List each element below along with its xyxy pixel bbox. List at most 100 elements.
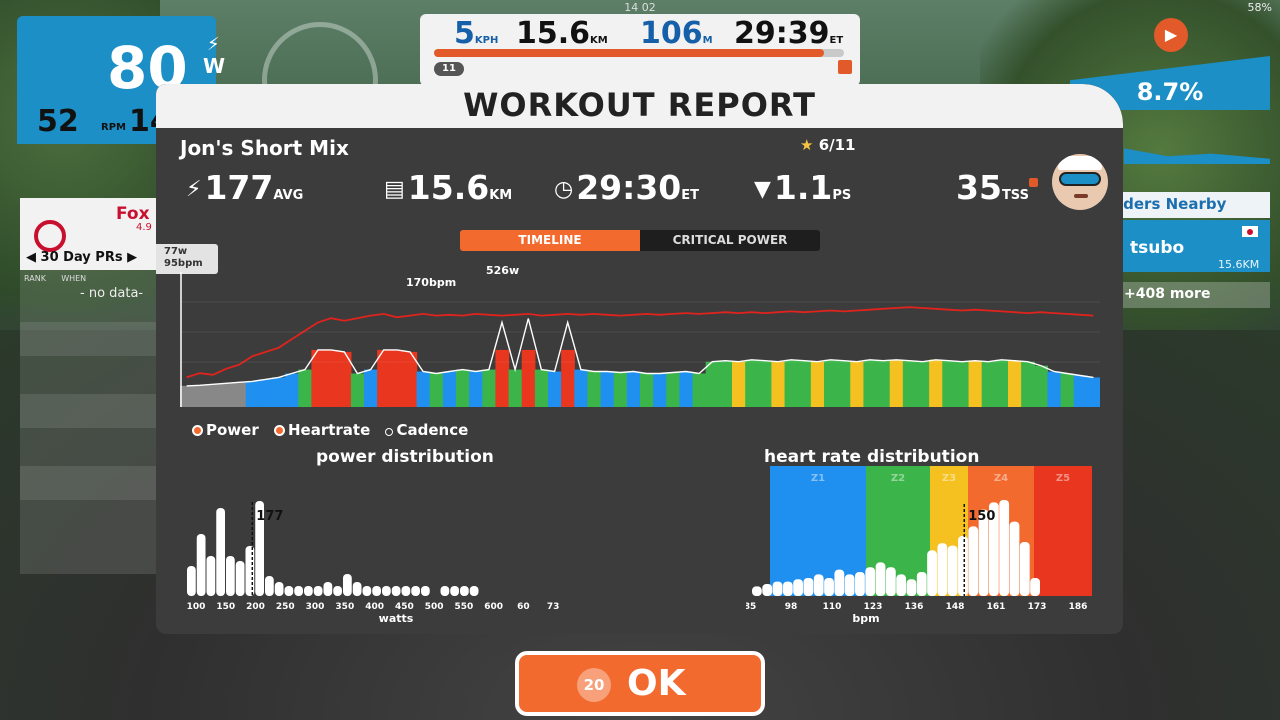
- report-tabs: TIMELINE CRITICAL POWER: [460, 230, 820, 251]
- ok-button[interactable]: 20 OK: [515, 651, 765, 716]
- power-bar: [955, 361, 970, 407]
- hr-dist-bar: [1030, 578, 1040, 596]
- power-dist-tick: 300: [306, 602, 325, 612]
- lightning-icon: ⚡: [186, 177, 202, 202]
- clock-icon: ◷: [554, 177, 574, 202]
- power-bar: [587, 371, 602, 407]
- grade-value: 8.7%: [1136, 78, 1204, 106]
- power-dist-bar: [304, 586, 313, 596]
- power-bar: [902, 360, 917, 407]
- legend-heartrate[interactable]: Heartrate: [273, 421, 370, 439]
- power-bar: [429, 373, 444, 407]
- power-dist-tick: 550: [455, 602, 474, 612]
- power-bar: [390, 349, 405, 407]
- pizza-stat: ▼1.1PS: [754, 168, 851, 207]
- power-dist-bar: [216, 508, 225, 596]
- avg-power-value: 177: [204, 168, 274, 207]
- power-bar: [889, 359, 904, 407]
- power-bar: [521, 349, 536, 407]
- power-bar: [653, 373, 667, 407]
- report-title: WORKOUT REPORT: [463, 86, 816, 124]
- power-dist-tick: 73: [547, 602, 560, 612]
- hr-dist-bar: [793, 579, 804, 596]
- tooltip-power: 77w: [164, 246, 188, 257]
- power-dist-bar: [343, 574, 352, 596]
- timeline-chart[interactable]: [180, 272, 1100, 414]
- power-bar: [574, 369, 589, 407]
- hr-dist-xlabel: bpm: [852, 612, 879, 624]
- power-bar: [810, 361, 825, 407]
- power-bar: [745, 359, 759, 407]
- power-bar: [232, 382, 247, 407]
- legend-cadence[interactable]: Cadence: [385, 421, 468, 439]
- power-bar: [981, 361, 996, 407]
- hr-dist-bar: [782, 581, 793, 596]
- power-bar: [679, 371, 694, 407]
- hr-dist-bar: [762, 584, 773, 596]
- report-distance-stat: ▤15.6KM: [384, 168, 512, 207]
- power-dist-bar: [196, 534, 206, 596]
- location-pin-icon[interactable]: ▶: [1154, 18, 1188, 52]
- legend-cadence-label: Cadence: [396, 421, 469, 439]
- battery-level: 58%: [1247, 1, 1272, 14]
- power-bar: [206, 384, 221, 407]
- power-dist-tick: 250: [276, 602, 295, 612]
- power-dist-tick: 500: [425, 602, 444, 612]
- stopwatch-icon: [34, 220, 66, 252]
- power-dist-bar: [440, 586, 450, 596]
- legend-power-label: Power: [206, 421, 259, 439]
- power-dist-bar: [284, 586, 294, 596]
- power-bar: [758, 360, 773, 407]
- power-dist-bar: [323, 582, 333, 596]
- route-progress-fill: [434, 49, 824, 57]
- power-dist-bar: [255, 501, 264, 596]
- avatar: [1052, 154, 1108, 210]
- more-riders[interactable]: +408 more: [1100, 282, 1270, 308]
- pr-period[interactable]: ◀ 30 Day PRs ▶: [26, 250, 138, 265]
- pizza-icon: ▼: [754, 177, 771, 202]
- pizza-value: 1.1: [773, 168, 833, 207]
- power-dist-bar: [401, 586, 411, 596]
- power-bar: [863, 359, 878, 407]
- hr-dist-bar: [803, 578, 814, 596]
- power-bar: [561, 349, 575, 407]
- avg-power-unit: AVG: [273, 188, 304, 203]
- hr-dist-bar: [834, 569, 845, 596]
- power-bar: [337, 351, 352, 407]
- elapsed-unit: ET: [829, 35, 844, 46]
- hr-zone-label: Z4: [994, 473, 1008, 484]
- avg-power-stat: ⚡177AVG: [186, 168, 303, 207]
- workout-report-modal: WORKOUT REPORT Jon's Short Mix ★ 6/11 ⚡1…: [156, 84, 1123, 634]
- peak-power-label: 526w: [486, 264, 520, 277]
- power-bar: [403, 351, 418, 407]
- power-bar: [784, 359, 799, 407]
- legend-power[interactable]: Power: [192, 421, 259, 439]
- grade-panel: ▶ 8.7%: [1070, 12, 1270, 110]
- odometer-icon: ▤: [384, 177, 405, 202]
- power-bar: [666, 372, 681, 407]
- info-icon[interactable]: [1028, 178, 1038, 187]
- power-dist-bar: [206, 556, 216, 596]
- power-bar: [600, 371, 615, 407]
- timeline-legend: Power Heartrate Cadence: [192, 421, 478, 439]
- power-bar: [640, 373, 654, 407]
- avatar-cap: [1058, 156, 1102, 170]
- power-bar: [442, 371, 457, 407]
- tab-critical-power[interactable]: CRITICAL POWER: [640, 230, 820, 251]
- power-bar: [258, 379, 273, 407]
- hr-dist-bar: [988, 502, 999, 596]
- power-distribution-title: power distribution: [316, 447, 494, 467]
- rider-row[interactable]: [1100, 220, 1270, 272]
- power-bar: [1060, 373, 1075, 407]
- power-bar: [850, 361, 865, 407]
- avatar-glasses: [1059, 172, 1101, 186]
- rider-distance: 15.6KM: [1218, 258, 1260, 271]
- power-dist-tick: 400: [365, 602, 384, 612]
- speed-unit: KPH: [474, 35, 499, 46]
- tab-timeline[interactable]: TIMELINE: [460, 230, 640, 251]
- power-dist-bar: [187, 566, 196, 596]
- stars-value: 6/11: [818, 136, 856, 154]
- hr-zone-label: Z3: [942, 473, 956, 484]
- hr-dist-bar: [958, 536, 968, 596]
- pr-col-when: WHEN: [61, 274, 87, 283]
